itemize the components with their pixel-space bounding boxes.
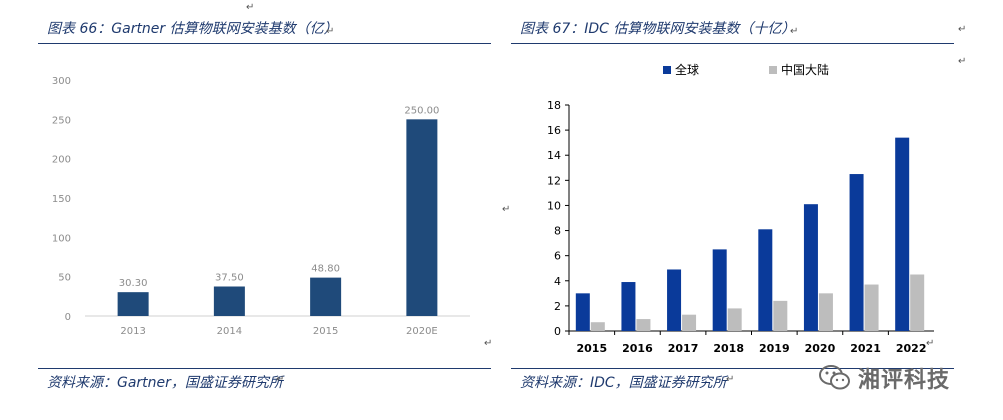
y-tick-label: 200 xyxy=(52,155,71,166)
bar-china xyxy=(636,319,651,331)
bar-global xyxy=(621,282,636,331)
legend-label: 全球 xyxy=(675,62,699,77)
bar-global xyxy=(803,204,818,331)
paragraph-mark: ↵ xyxy=(958,24,967,35)
paragraph-mark: ↵ xyxy=(326,26,335,37)
bar xyxy=(310,277,342,316)
bar-china xyxy=(727,308,742,331)
x-tick-label: 2017 xyxy=(668,342,699,355)
bar xyxy=(117,292,149,316)
paragraph-mark: ↵ xyxy=(484,338,493,349)
watermark: 湘评科技 xyxy=(818,360,996,396)
left-chart: 0 50 100 150 200 250 300 30.30 2013 37.50 2014 48.8… xyxy=(52,76,470,337)
x-tick-label: 2013 xyxy=(120,326,145,337)
bar-global xyxy=(575,293,590,331)
y-tick-label: 14 xyxy=(547,149,561,162)
paragraph-mark: ↵ xyxy=(726,374,735,385)
data-label: 48.80 xyxy=(311,264,340,275)
x-tick-label: 2022 xyxy=(896,342,927,355)
bar-china xyxy=(910,274,925,331)
watermark-text: 湘评科技 xyxy=(858,368,951,393)
bar-china xyxy=(773,300,788,331)
bar-global xyxy=(712,249,727,331)
paragraph-mark: ↵ xyxy=(502,204,511,215)
right-source: 资料来源：IDC，国盛证券研究所 xyxy=(520,375,727,391)
left-source-rule xyxy=(38,368,491,369)
bar-global xyxy=(667,269,682,331)
y-tick-label: 50 xyxy=(58,273,71,284)
x-tick-label: 2020 xyxy=(805,342,836,355)
x-tick-label: 2018 xyxy=(713,342,744,355)
y-tick-label: 6 xyxy=(554,250,561,263)
legend-swatch xyxy=(769,66,777,74)
bar-china xyxy=(682,314,697,331)
y-tick-label: 250 xyxy=(52,115,71,126)
data-label: 30.30 xyxy=(119,278,148,289)
x-tick-label: 2020E xyxy=(406,326,438,337)
right-chart: 0 2 4 6 8 10 12 14 16 18 2015 2016 2017 2018 2019 2020 2… xyxy=(547,62,934,355)
y-tick-label: 4 xyxy=(554,275,561,288)
left-title-rule xyxy=(38,43,491,44)
legend-label: 中国大陆 xyxy=(781,62,829,77)
x-tick-label: 2015 xyxy=(313,326,338,337)
x-tick-label: 2015 xyxy=(577,342,608,355)
legend-swatch xyxy=(663,66,671,74)
x-tick-label: 2014 xyxy=(217,326,242,337)
x-tick-label: 2021 xyxy=(850,342,881,355)
bar-china xyxy=(818,293,833,331)
paragraph-mark: ↵ xyxy=(276,374,285,385)
bar xyxy=(213,286,245,316)
left-chart-title: 图表 66：Gartner 估算物联网安装基数（亿） xyxy=(47,21,338,37)
bar-china xyxy=(590,322,605,331)
data-label: 37.50 xyxy=(215,273,244,284)
y-tick-label: 100 xyxy=(52,233,71,244)
left-source: 资料来源：Gartner，国盛证券研究所 xyxy=(47,375,283,391)
paragraph-mark: ↵ xyxy=(926,338,935,349)
y-tick-label: 10 xyxy=(547,199,561,212)
bar xyxy=(406,119,438,316)
x-tick-label: 2016 xyxy=(622,342,653,355)
y-tick-label: 2 xyxy=(554,300,561,313)
right-source-rule xyxy=(511,368,954,369)
bar-global xyxy=(758,229,773,331)
y-tick-label: 0 xyxy=(554,325,561,338)
paragraph-mark: ↵ xyxy=(790,26,799,37)
right-title-rule xyxy=(511,43,954,44)
bar-global xyxy=(849,174,864,331)
bar-global xyxy=(895,137,910,331)
y-tick-label: 300 xyxy=(52,76,71,87)
paragraph-mark: ↵ xyxy=(958,56,967,67)
data-label: 250.00 xyxy=(404,105,439,116)
x-tick-label: 2019 xyxy=(759,342,790,355)
bar-china xyxy=(864,284,879,331)
y-tick-label: 150 xyxy=(52,194,71,205)
wechat-icon xyxy=(819,365,850,390)
y-tick-label: 18 xyxy=(547,99,561,112)
y-tick-label: 0 xyxy=(65,312,71,323)
right-chart-title: 图表 67：IDC 估算物联网安装基数（十亿） xyxy=(520,21,796,37)
y-tick-label: 12 xyxy=(547,174,561,187)
y-tick-label: 16 xyxy=(547,124,561,137)
paragraph-mark: ↵ xyxy=(246,2,255,13)
y-tick-label: 8 xyxy=(554,225,561,238)
